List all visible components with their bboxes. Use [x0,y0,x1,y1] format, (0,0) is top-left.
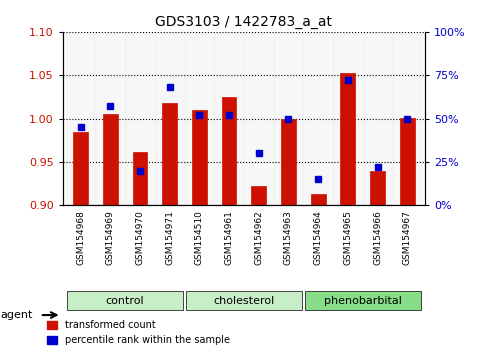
Bar [103,114,118,205]
Bar [125,32,155,205]
Bar [73,132,88,205]
Bar [392,32,422,205]
Title: GDS3103 / 1422783_a_at: GDS3103 / 1422783_a_at [156,16,332,29]
Bar [370,171,385,205]
Bar [192,110,207,205]
Bar [363,32,392,205]
Bar [96,32,125,205]
Bar [281,119,296,205]
Bar [400,118,414,205]
Bar [66,32,96,205]
Legend: transformed count, percentile rank within the sample: transformed count, percentile rank withi… [43,316,234,349]
Bar [222,97,237,205]
Bar [162,103,177,205]
Text: control: control [106,296,144,306]
Text: agent: agent [0,310,32,320]
FancyBboxPatch shape [186,291,302,310]
Text: phenobarbital: phenobarbital [324,296,402,306]
Bar [132,153,147,205]
Text: cholesterol: cholesterol [213,296,274,306]
Bar [341,74,355,205]
FancyBboxPatch shape [67,291,183,310]
Bar [244,32,273,205]
Bar [333,32,363,205]
Bar [303,32,333,205]
Bar [214,32,244,205]
Bar [273,32,303,205]
Bar [155,32,185,205]
Bar [185,32,214,205]
FancyBboxPatch shape [305,291,421,310]
Bar [251,186,266,205]
Bar [311,194,326,205]
